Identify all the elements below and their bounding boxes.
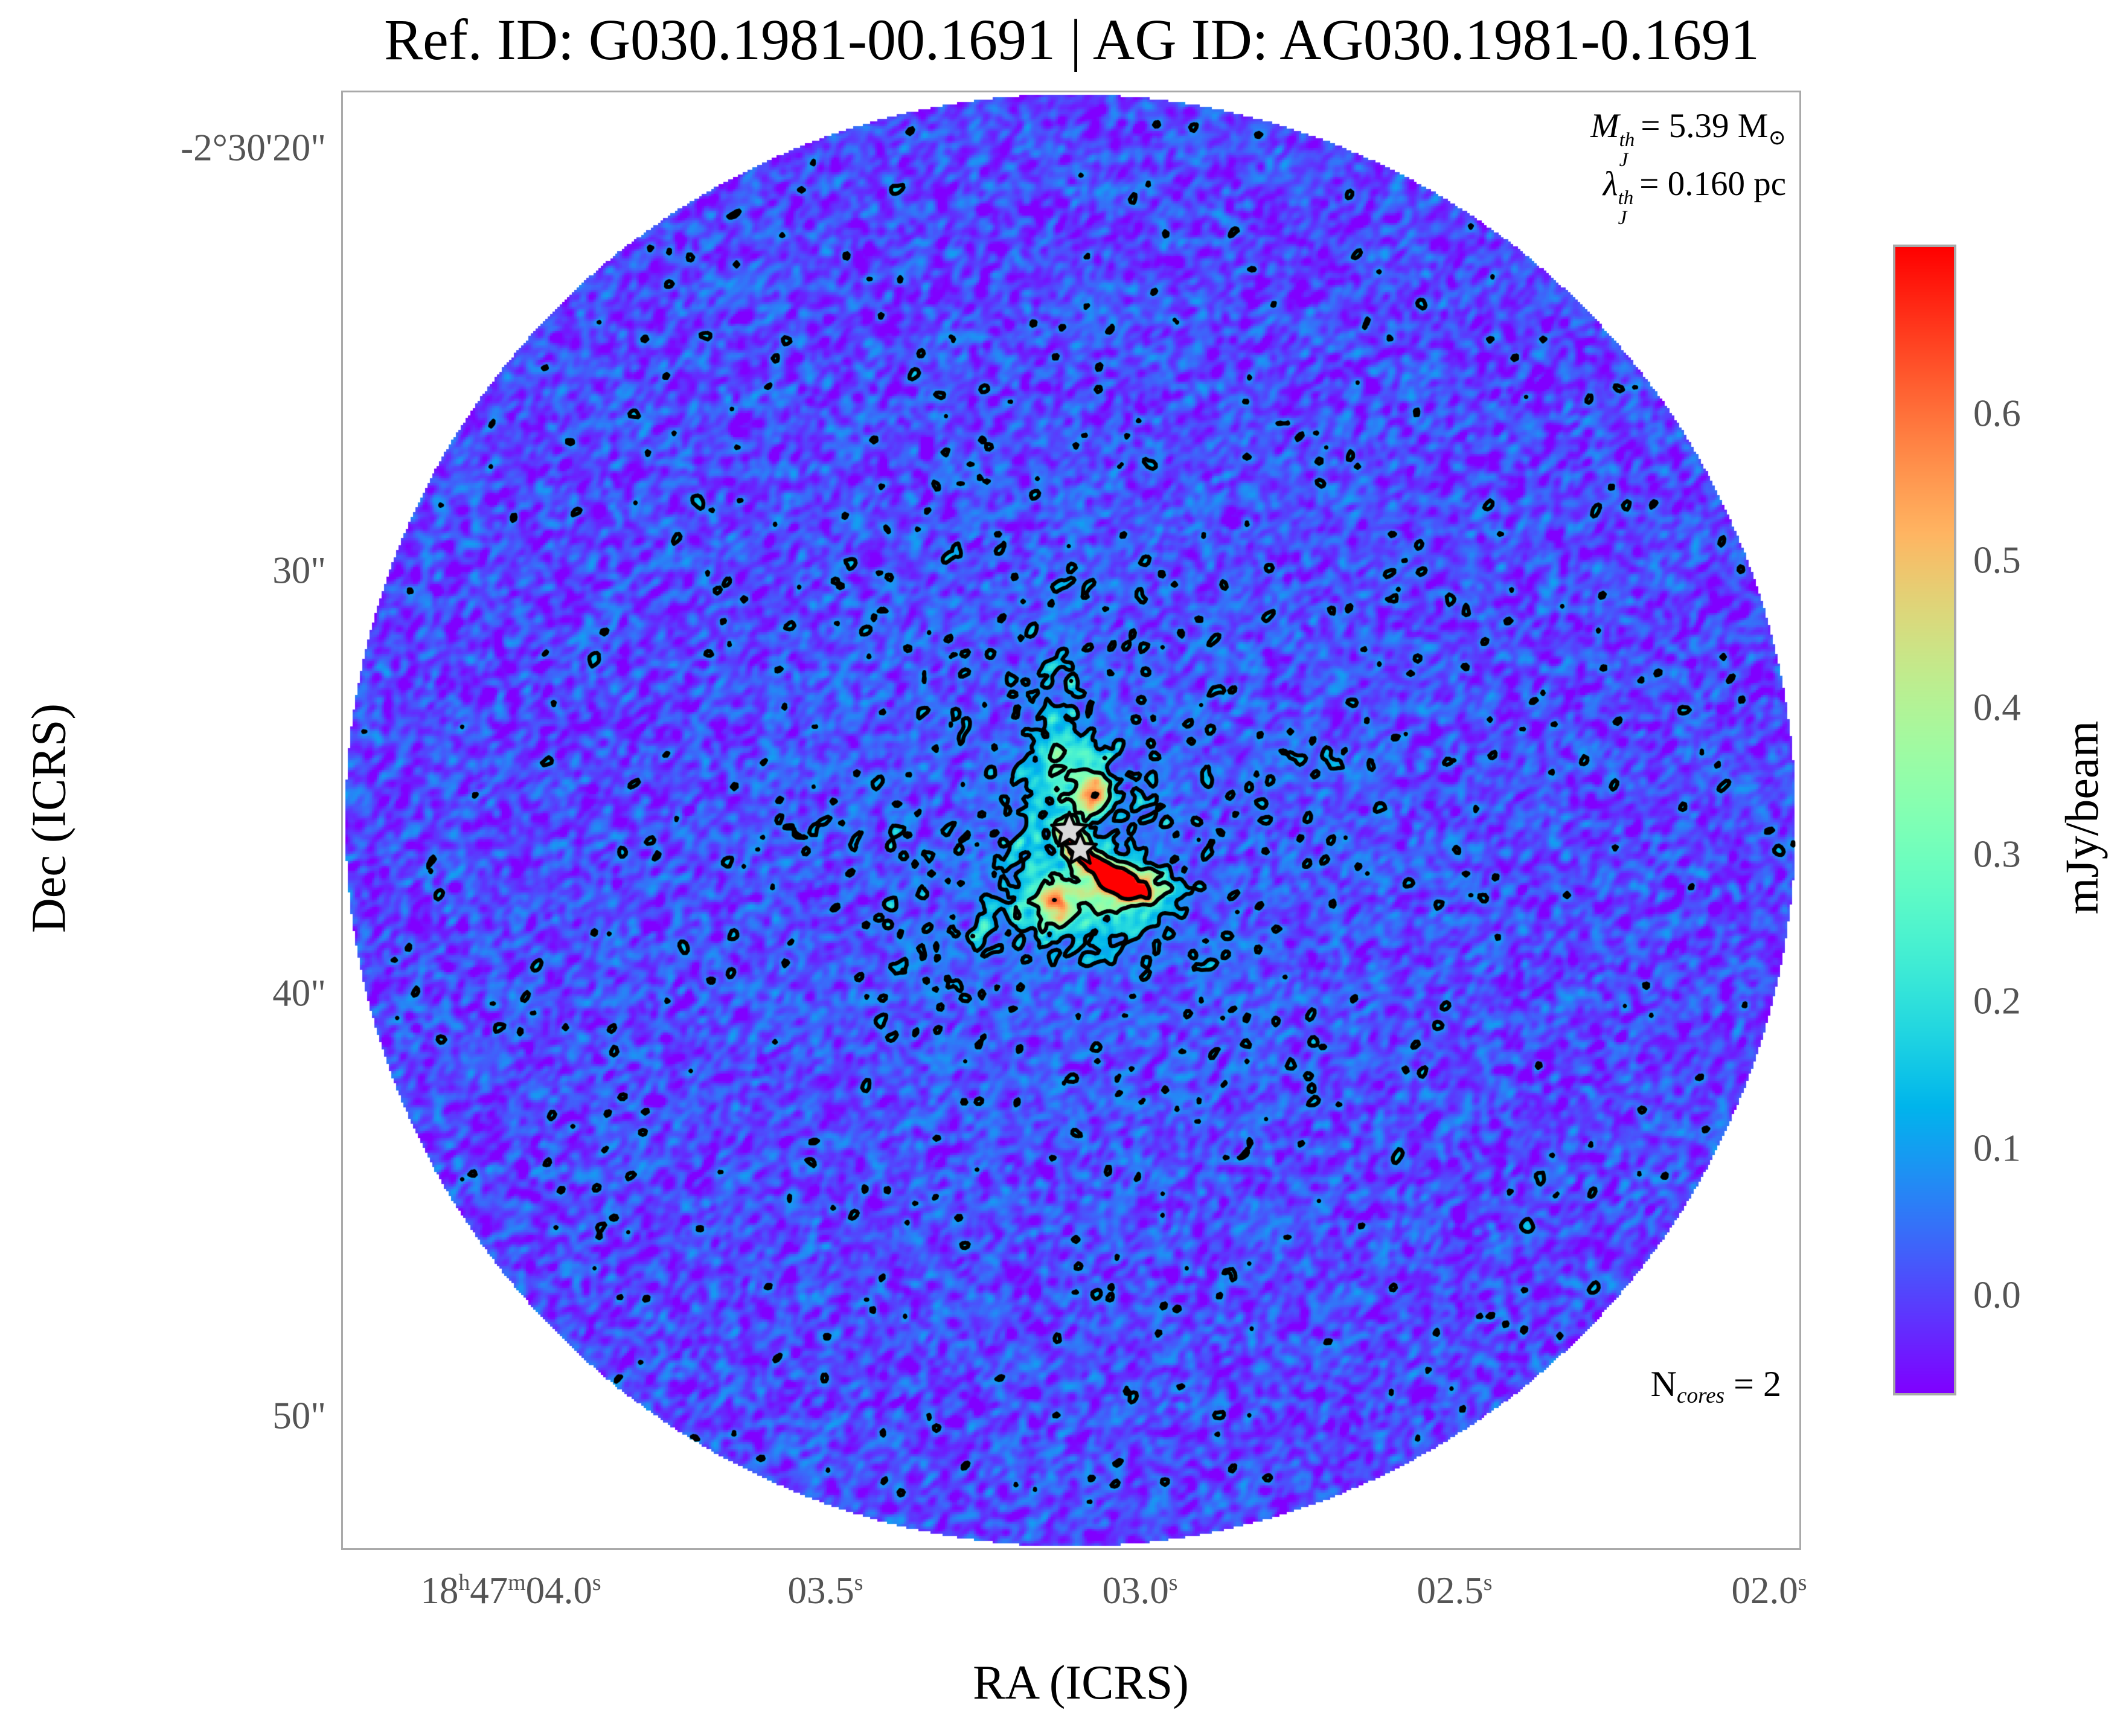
colorbar bbox=[1893, 245, 1956, 1395]
colorbar-tick-label: 0.1 bbox=[1973, 1127, 2021, 1169]
colorbar-tick-label: 0.2 bbox=[1973, 979, 2021, 1022]
subscript: J bbox=[1619, 149, 1628, 171]
superscript: th bbox=[1618, 187, 1634, 209]
subscript: J bbox=[1618, 207, 1627, 229]
figure-title: Ref. ID: G030.1981-00.1691 | AG ID: AG03… bbox=[384, 7, 1760, 72]
colorbar-tick-label: 0.0 bbox=[1973, 1273, 2021, 1316]
solar-mass-symbol: ⊙ bbox=[1768, 126, 1786, 150]
dec-tick-label: 40" bbox=[272, 972, 326, 1014]
jeans-length-symbol: λ bbox=[1603, 165, 1618, 203]
jeans-length-annotation: λ th J = 0.160 pc bbox=[1603, 164, 1786, 228]
ra-tick-label: 03.0s bbox=[1102, 1569, 1178, 1612]
cores-symbol: N bbox=[1650, 1364, 1677, 1404]
cores-value: = 2 bbox=[1724, 1364, 1781, 1404]
jeans-mass-value: = 5.39 M bbox=[1641, 107, 1769, 145]
dec-tick-label: -2°30'20" bbox=[181, 126, 326, 169]
superscript: th bbox=[1619, 129, 1635, 151]
colorbar-tick-label: 0.5 bbox=[1973, 539, 2021, 581]
ra-tick-label: 03.5s bbox=[787, 1569, 863, 1612]
jeans-length-value: = 0.160 pc bbox=[1639, 165, 1786, 203]
ra-tick-label: 02.0s bbox=[1731, 1569, 1807, 1612]
ra-tick-label: 02.5s bbox=[1417, 1569, 1493, 1612]
x-axis-label: RA (ICRS) bbox=[973, 1656, 1189, 1709]
sky-map-image bbox=[343, 92, 1799, 1548]
cores-count-annotation: Ncores = 2 bbox=[1651, 1363, 1781, 1409]
dec-tick-label: 30" bbox=[272, 549, 326, 592]
colorbar-tick-label: 0.6 bbox=[1973, 392, 2021, 435]
sky-map-plot bbox=[341, 91, 1801, 1550]
colorbar-tick-label: 0.4 bbox=[1973, 686, 2021, 728]
colorbar-tick-label: 0.3 bbox=[1973, 833, 2021, 876]
ra-tick-label: 18h47m04.0s bbox=[420, 1569, 601, 1612]
colorbar-label: mJy/beam bbox=[2055, 720, 2108, 915]
colorbar-gradient bbox=[1895, 247, 1954, 1393]
y-axis-label: Dec (ICRS) bbox=[22, 703, 76, 933]
jeans-mass-symbol: M bbox=[1590, 107, 1619, 145]
cores-subscript: cores bbox=[1676, 1383, 1725, 1409]
dec-tick-label: 50" bbox=[272, 1394, 326, 1437]
